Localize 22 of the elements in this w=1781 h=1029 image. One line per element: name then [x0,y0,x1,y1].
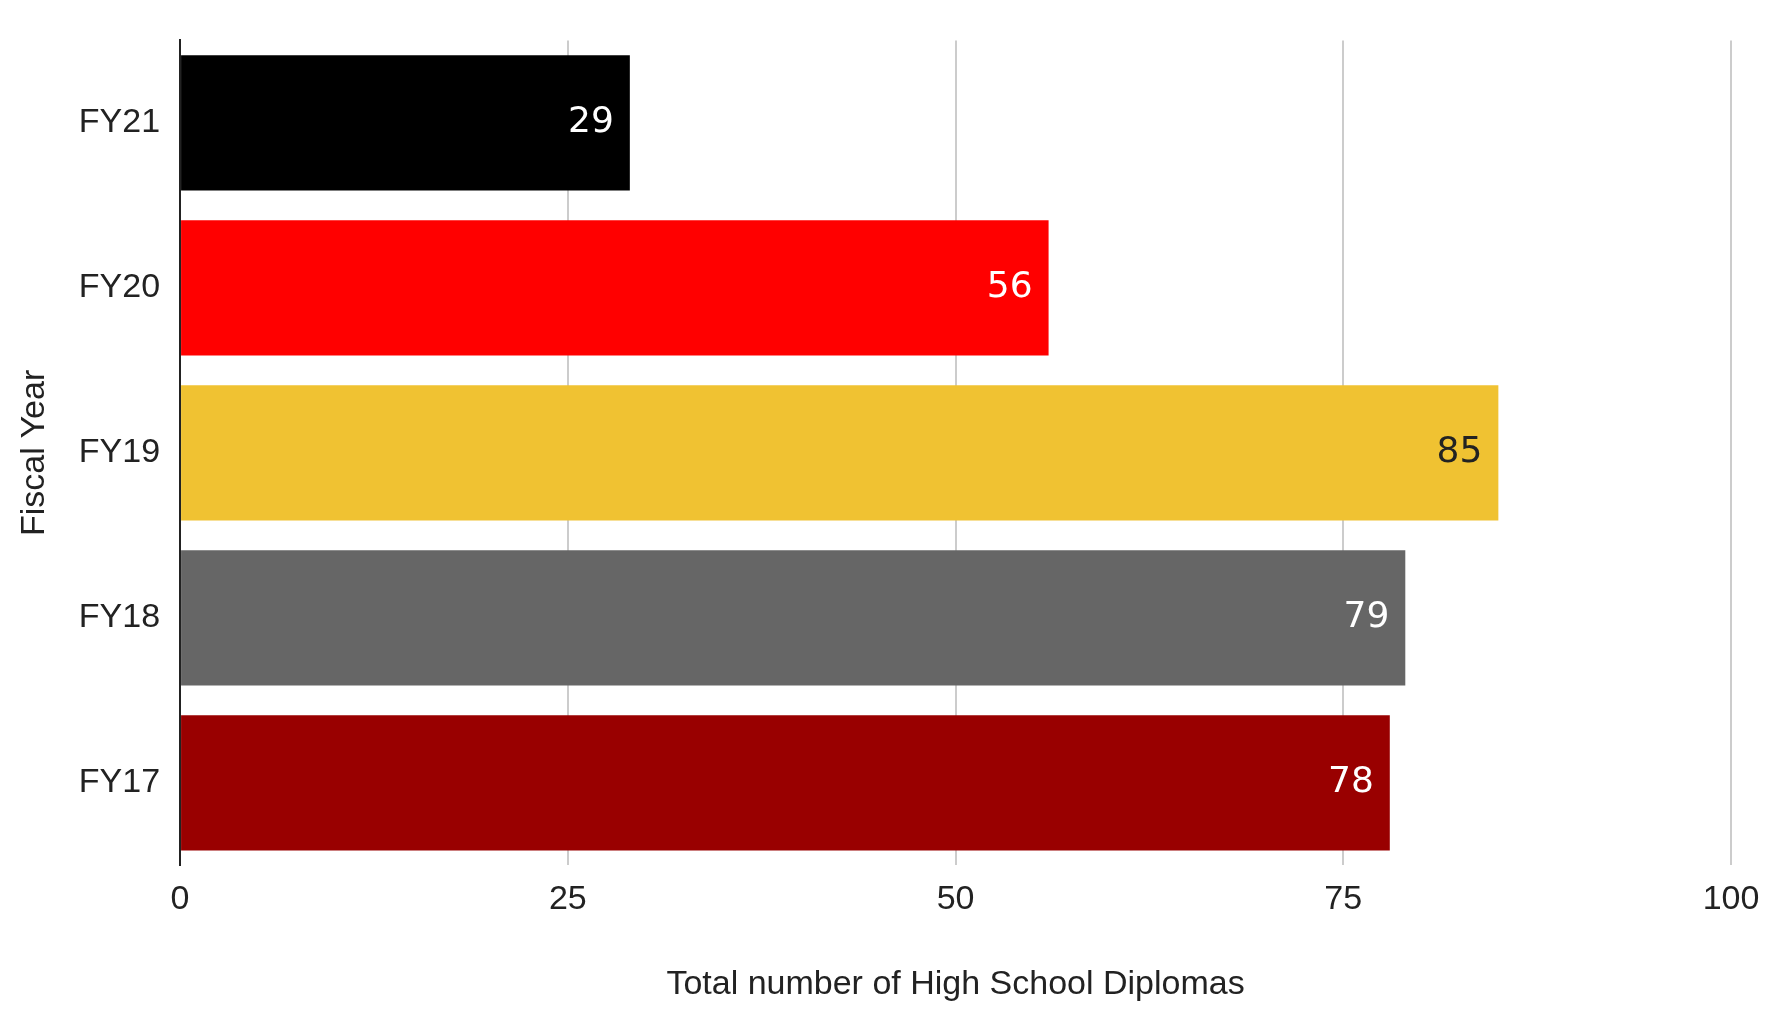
bar [181,715,1390,851]
x-tick-label: 25 [548,878,587,917]
y-tick-label: FY20 [78,266,161,305]
y-axis-title: Fiscal Year [12,369,51,537]
data-label: 85 [1436,429,1483,471]
y-tick-label: FY17 [78,761,161,800]
y-tick-label: FY18 [78,596,161,635]
x-tick-label: 50 [936,878,975,917]
x-tick-label: 75 [1324,878,1363,917]
data-label: 79 [1343,594,1390,636]
y-tick-label: FY19 [78,431,161,470]
data-label: 78 [1327,759,1374,801]
x-tick-label: 0 [170,878,190,917]
data-label: 56 [986,264,1033,306]
data-label: 29 [568,99,614,141]
y-tick-label: FY21 [78,101,161,140]
bar [181,220,1049,356]
x-tick-label: 100 [1702,878,1760,917]
bar [181,55,630,191]
bar [181,385,1499,521]
bar [181,550,1406,686]
x-axis-title: Total number of High School Diplomas [666,962,1245,1001]
